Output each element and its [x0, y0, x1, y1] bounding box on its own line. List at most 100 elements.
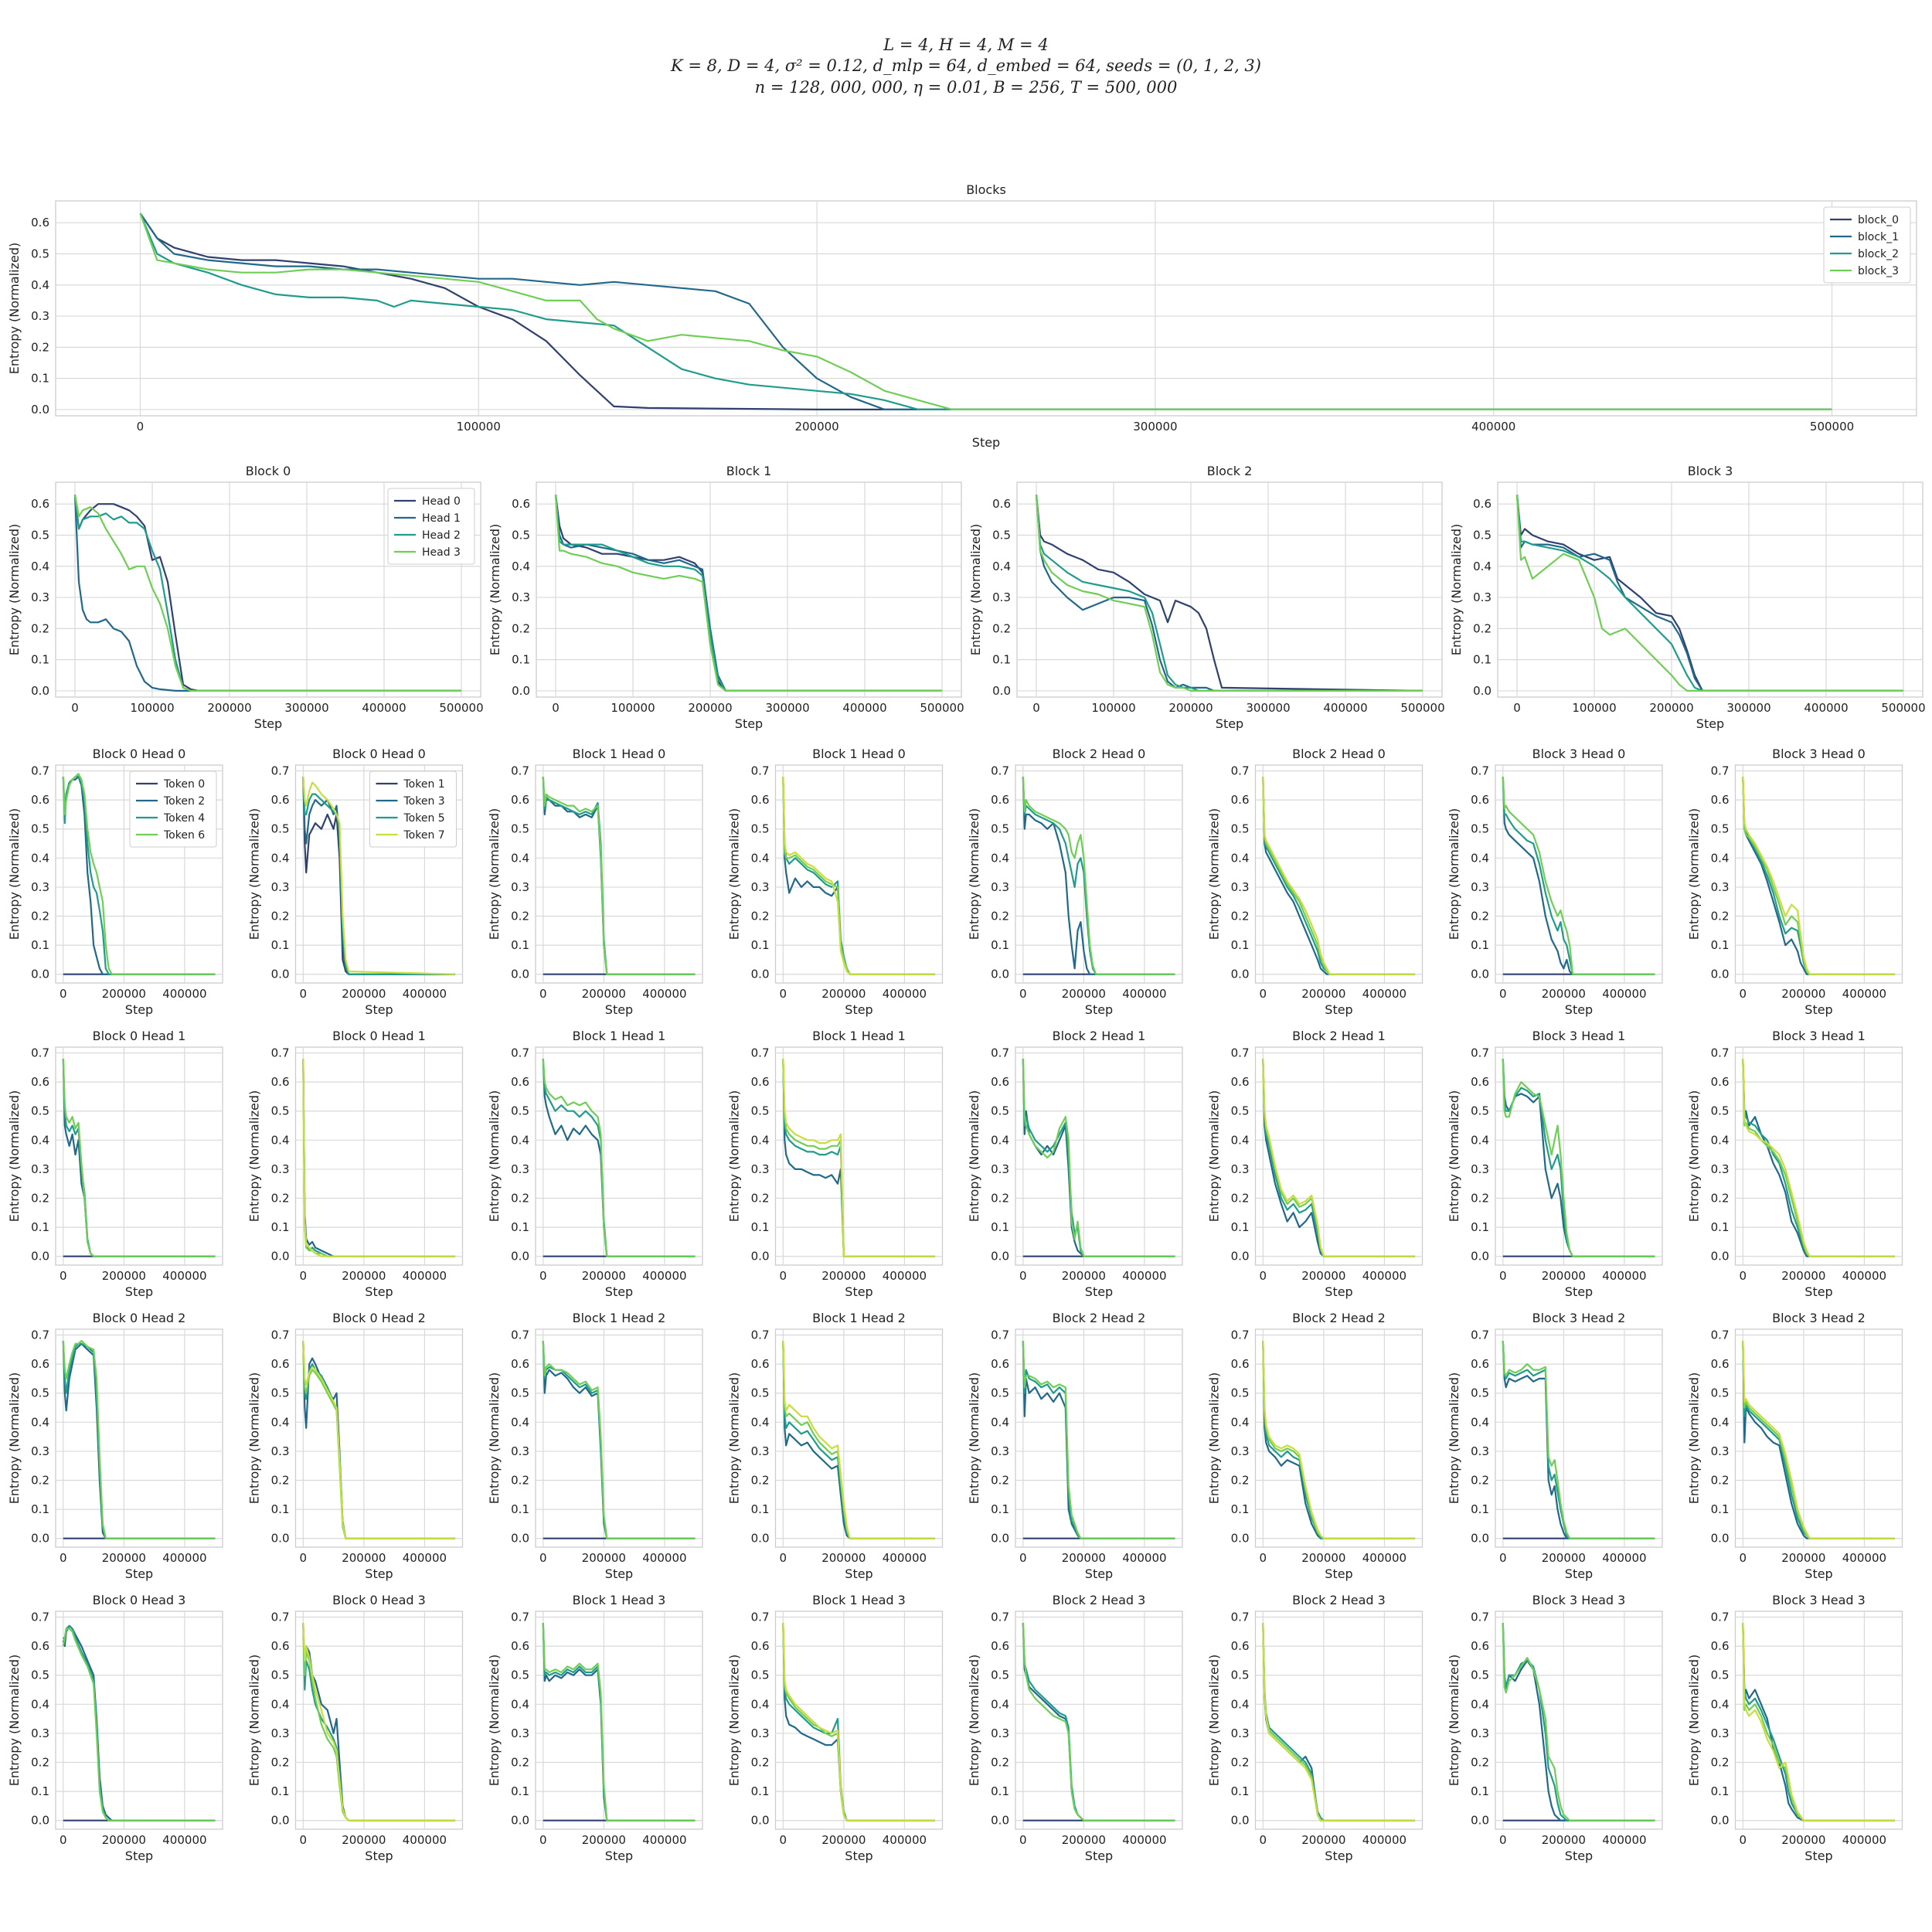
x-tick-label: 400000 [883, 1551, 927, 1565]
y-tick-label: 0.5 [751, 1104, 770, 1118]
y-tick-label: 0.2 [271, 910, 290, 923]
y-tick-label: 0.2 [1711, 1192, 1730, 1206]
y-tick-label: 0.2 [1471, 1756, 1489, 1770]
y-axis-label: Entropy (Normalized) [727, 808, 742, 940]
subplot-g11: 0 200000 400000 0.0 0.1 0.2 0.3 0.4 0.5 0.6 0.7 Blo… [247, 1029, 464, 1299]
series-group [1742, 776, 1895, 975]
series-line-0 [1035, 494, 1423, 692]
x-tick-label: 400000 [1323, 701, 1367, 715]
y-tick-label: 0.5 [1711, 1668, 1730, 1682]
x-tick-label: 200000 [1301, 1269, 1345, 1283]
y-tick-label: 0.4 [1473, 560, 1492, 573]
y-tick-label: 0.0 [751, 1250, 770, 1264]
suptitle-line-3: n = 128, 000, 000, η = 0.01, B = 256, T … [755, 78, 1178, 97]
y-tick-label: 0.4 [271, 1133, 290, 1147]
x-tick-label: 0 [1032, 701, 1040, 715]
y-tick-label: 0.4 [991, 1697, 1009, 1711]
series-line-3 [1022, 776, 1175, 975]
subplot-g35: 0 200000 400000 0.0 0.1 0.2 0.3 0.4 0.5 0.6 0.7 Blo… [1207, 1593, 1423, 1863]
y-tick-label: 0.1 [512, 653, 530, 667]
x-tick-label: 0 [60, 1833, 67, 1847]
y-tick-label: 0.6 [1471, 1639, 1489, 1653]
y-tick-label: 0.7 [751, 764, 770, 778]
y-tick-label: 0.4 [271, 1415, 290, 1429]
subplot-g31: 0 200000 400000 0.0 0.1 0.2 0.3 0.4 0.5 0.6 0.7 Blo… [247, 1593, 464, 1863]
series-group [782, 1058, 935, 1257]
y-tick-label: 0.1 [1471, 1220, 1489, 1234]
y-tick-label: 0.7 [991, 1611, 1009, 1624]
subplot-block2: 0 100000 200000 300000 400000 500000 0.0 0.1 0.2… [968, 464, 1445, 731]
series-group [302, 1340, 455, 1539]
subplot-title: Block 2 Head 0 [1292, 747, 1386, 761]
y-tick-label: 0.7 [271, 1611, 290, 1624]
y-tick-label: 0.6 [1471, 1357, 1489, 1371]
subplot-title: Block 1 Head 3 [573, 1593, 666, 1607]
y-tick-label: 0.4 [271, 1697, 290, 1711]
series-line-0 [1742, 1622, 1895, 1821]
series-line-3 [1742, 1622, 1895, 1821]
y-tick-label: 0.7 [1471, 1046, 1489, 1060]
legend-label: block_2 [1858, 248, 1899, 260]
series-line-3 [302, 1340, 455, 1539]
y-tick-label: 0.5 [1471, 1104, 1489, 1118]
x-tick-label: 400000 [162, 1551, 206, 1565]
y-tick-label: 0.1 [1473, 653, 1492, 667]
series-line-3 [782, 1622, 935, 1821]
y-tick-label: 0.2 [271, 1474, 290, 1488]
y-tick-label: 0.3 [1711, 1162, 1730, 1176]
x-tick-label: 0 [1260, 1551, 1267, 1565]
x-tick-label: 400000 [162, 1269, 206, 1283]
x-tick-label: 0 [539, 1551, 547, 1565]
y-tick-label: 0.0 [1231, 1250, 1250, 1264]
plot-area [55, 1046, 223, 1266]
suptitle: L = 4, H = 4, M = 4 K = 8, D = 4, σ² = 0… [670, 36, 1261, 97]
y-tick-label: 0.4 [991, 1415, 1009, 1429]
series-line-1 [1022, 776, 1175, 975]
subplot-title: Block 1 [726, 464, 772, 478]
y-tick-label: 0.7 [31, 1328, 49, 1342]
y-tick-label: 0.4 [1231, 1697, 1250, 1711]
x-tick-label: 300000 [1246, 701, 1290, 715]
x-axis-label: Step [125, 1002, 153, 1017]
y-tick-label: 0.2 [992, 621, 1011, 635]
subplot-title: Block 3 Head 2 [1772, 1311, 1866, 1325]
subplot-g10: 0 200000 400000 0.0 0.1 0.2 0.3 0.4 0.5 0.6 0.7 Blo… [7, 1029, 223, 1299]
series-group [1262, 1340, 1415, 1539]
series-line-head-1 [73, 495, 461, 692]
subplot-title: Block 1 Head 0 [573, 747, 666, 761]
series-group [302, 776, 455, 975]
legend: Token 0 Token 2 Token 4 Token 6 [129, 770, 217, 848]
y-axis-label: Entropy (Normalized) [487, 1655, 502, 1786]
subplots: 0 100000 200000 300000 400000 500000 0.0 0.1 0.2… [7, 182, 1926, 1863]
y-tick-label: 0.0 [751, 1814, 770, 1828]
x-tick-label: 200000 [1062, 987, 1106, 1001]
x-axis-label: Step [1325, 1566, 1352, 1581]
y-tick-label: 0.6 [1471, 793, 1489, 807]
y-tick-label: 0.0 [991, 1250, 1009, 1264]
y-tick-label: 0.0 [271, 1814, 290, 1828]
series-line-2 [1035, 495, 1423, 692]
subplot-title: Block 0 Head 1 [93, 1029, 186, 1043]
plot-area [1015, 1328, 1183, 1548]
y-axis-label: Entropy (Normalized) [1449, 524, 1464, 655]
y-tick-label: 0.5 [1711, 1386, 1730, 1400]
subplot-title: Block 3 Head 1 [1772, 1029, 1866, 1043]
series-line-block_2 [139, 213, 1832, 411]
y-tick-label: 0.5 [31, 247, 49, 260]
y-tick-label: 0.5 [271, 1386, 290, 1400]
y-tick-label: 0.4 [31, 560, 49, 573]
y-tick-label: 0.6 [1231, 793, 1250, 807]
x-tick-label: 200000 [102, 1269, 146, 1283]
y-tick-label: 0.5 [271, 1104, 290, 1118]
x-tick-label: 400000 [162, 1833, 206, 1847]
x-tick-label: 500000 [1400, 701, 1444, 715]
x-tick-label: 400000 [883, 987, 927, 1001]
series-group [62, 1624, 216, 1821]
series-group [1502, 1340, 1655, 1539]
subplot-title: Block 2 Head 2 [1292, 1311, 1386, 1325]
y-tick-label: 0.5 [511, 1668, 529, 1682]
y-tick-label: 0.0 [511, 968, 529, 981]
y-tick-label: 0.2 [31, 621, 49, 635]
y-tick-label: 0.5 [31, 1104, 49, 1118]
plot-area [1734, 1046, 1903, 1266]
